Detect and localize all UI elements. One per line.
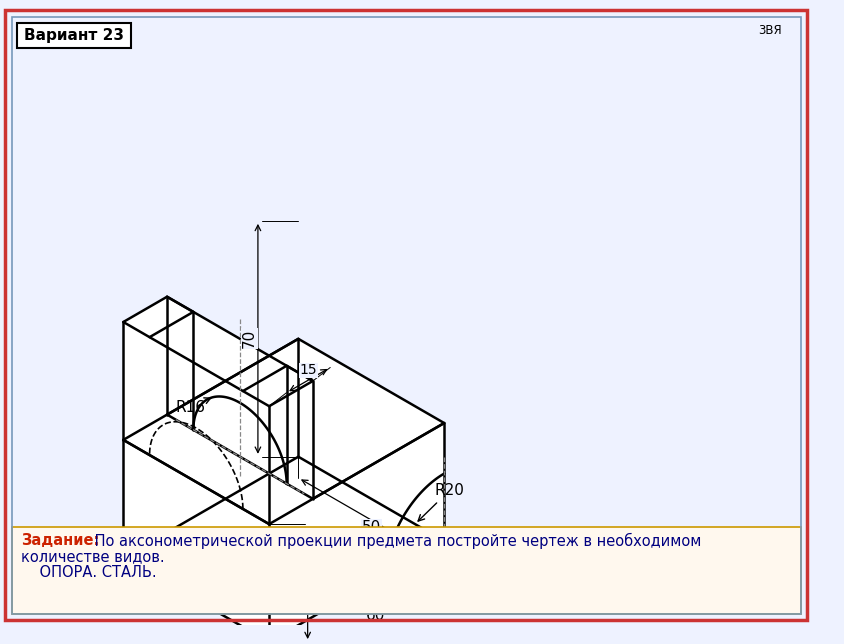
Polygon shape xyxy=(269,423,444,642)
Polygon shape xyxy=(123,297,167,440)
Bar xyxy=(18,23,131,48)
Polygon shape xyxy=(269,381,313,524)
Polygon shape xyxy=(123,322,269,524)
Polygon shape xyxy=(123,415,313,524)
Text: ОПОРА. СТАЛЬ.: ОПОРА. СТАЛЬ. xyxy=(21,565,157,580)
Text: 50: 50 xyxy=(361,520,381,535)
Polygon shape xyxy=(123,457,444,642)
Polygon shape xyxy=(123,297,313,406)
Text: По аксонометрической проекции предмета постройте чертеж в необходимом: По аксонометрической проекции предмета п… xyxy=(90,533,702,549)
Text: Вариант 23: Вариант 23 xyxy=(24,28,124,43)
Polygon shape xyxy=(167,297,313,499)
Bar xyxy=(12,527,801,614)
Text: Задание:: Задание: xyxy=(21,533,100,548)
Polygon shape xyxy=(298,339,444,541)
Text: 35: 35 xyxy=(309,573,324,592)
Polygon shape xyxy=(123,339,298,558)
Text: R20: R20 xyxy=(418,483,464,521)
Polygon shape xyxy=(123,339,444,524)
Text: 60: 60 xyxy=(366,608,386,623)
Text: R16: R16 xyxy=(176,398,211,415)
Text: 70: 70 xyxy=(241,329,257,348)
Text: количестве видов.: количестве видов. xyxy=(21,549,165,564)
Text: 15: 15 xyxy=(300,363,317,377)
Text: 3ВЯ: 3ВЯ xyxy=(758,24,782,37)
